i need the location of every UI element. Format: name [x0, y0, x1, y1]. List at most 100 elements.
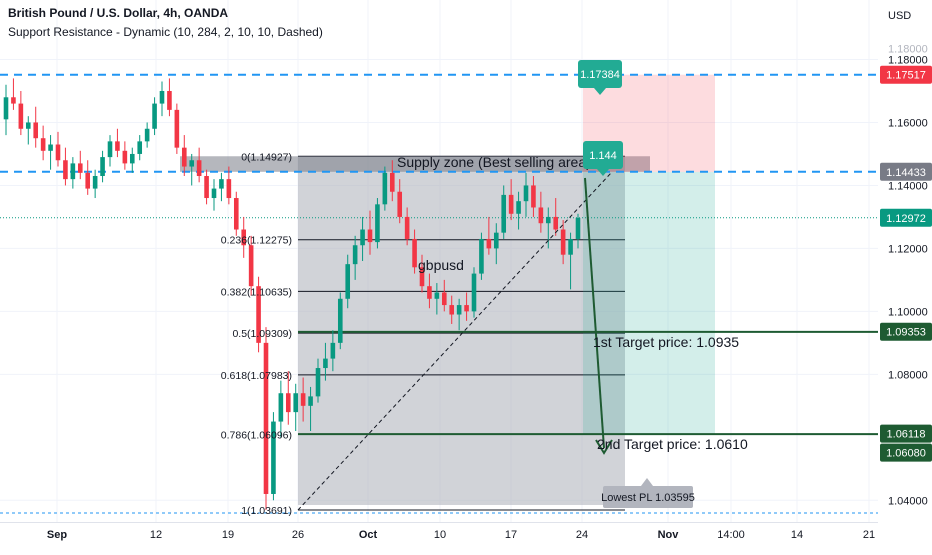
candle-60[interactable]: [449, 295, 455, 324]
candle-73[interactable]: [545, 207, 551, 249]
candle-body-74: [553, 216, 559, 230]
candle-24[interactable]: [181, 135, 187, 176]
candle-63[interactable]: [471, 267, 477, 318]
candle-33[interactable]: [248, 235, 254, 296]
candle-42[interactable]: [315, 358, 321, 403]
candle-6[interactable]: [48, 135, 53, 170]
candle-77[interactable]: [575, 213, 581, 249]
candle-53[interactable]: [397, 179, 403, 224]
candle-61[interactable]: [456, 298, 462, 331]
candle-28[interactable]: [211, 179, 217, 211]
candle-56[interactable]: [419, 254, 425, 293]
candle-34[interactable]: [256, 276, 261, 353]
candle-13[interactable]: [100, 150, 105, 183]
candle-17[interactable]: [129, 147, 135, 173]
price-label-4[interactable]: 1.06118: [880, 424, 932, 443]
forecast-arrow-line[interactable]: [584, 177, 605, 449]
candle-59[interactable]: [441, 279, 447, 312]
candle-30[interactable]: [226, 166, 232, 205]
candle-body-16: [122, 150, 128, 164]
candle-32[interactable]: [241, 216, 247, 258]
candle-21[interactable]: [159, 81, 165, 117]
candle-52[interactable]: [389, 160, 395, 202]
candle-26[interactable]: [196, 147, 202, 183]
supply-zone[interactable]: [180, 156, 650, 172]
candle-20[interactable]: [152, 97, 157, 136]
price-label-0[interactable]: 1.17517: [880, 65, 932, 84]
candle-65[interactable]: [486, 216, 492, 255]
candle-35[interactable]: [263, 327, 269, 511]
candle-body-77: [575, 217, 581, 239]
candle-5[interactable]: [40, 125, 46, 161]
indicator-legend[interactable]: Support Resistance - Dynamic (10, 284, 2…: [8, 25, 323, 39]
price-label-5[interactable]: 1.06080: [880, 443, 932, 462]
candle-47[interactable]: [352, 235, 358, 280]
candle-11[interactable]: [85, 160, 91, 195]
candle-body-14: [107, 141, 113, 158]
candle-3[interactable]: [25, 116, 31, 145]
candle-29[interactable]: [219, 172, 224, 202]
candle-0[interactable]: [3, 84, 9, 136]
candle-4[interactable]: [33, 106, 39, 148]
candle-44[interactable]: [330, 330, 336, 372]
candle-76[interactable]: [568, 232, 573, 290]
stop-price-badge[interactable]: 1.17384: [578, 60, 622, 88]
position-target-zone[interactable]: [583, 171, 715, 435]
candle-31[interactable]: [233, 191, 239, 236]
candle-39[interactable]: [293, 383, 299, 432]
candle-2[interactable]: [18, 90, 24, 136]
candle-1[interactable]: [11, 78, 16, 110]
candle-71[interactable]: [531, 175, 536, 217]
candle-25[interactable]: [189, 153, 195, 186]
candle-9[interactable]: [70, 157, 76, 189]
candle-27[interactable]: [204, 169, 209, 205]
candle-69[interactable]: [516, 191, 521, 230]
candle-23[interactable]: [174, 103, 180, 154]
candle-19[interactable]: [144, 122, 150, 148]
lowest-pl-badge[interactable]: Lowest PL 1.03595: [601, 486, 695, 508]
candle-37[interactable]: [278, 380, 284, 438]
candle-49[interactable]: [367, 210, 373, 255]
candle-46[interactable]: [345, 254, 351, 309]
candle-10[interactable]: [77, 150, 83, 180]
candle-74[interactable]: [553, 198, 559, 236]
candle-58[interactable]: [434, 283, 440, 315]
candle-70[interactable]: [523, 172, 529, 217]
candle-72[interactable]: [538, 191, 544, 233]
candle-36[interactable]: [271, 412, 276, 501]
candle-64[interactable]: [479, 232, 484, 280]
candle-15[interactable]: [115, 128, 120, 158]
candle-14[interactable]: [107, 135, 113, 167]
candle-18[interactable]: [137, 135, 143, 161]
fib-retracement-area[interactable]: [298, 156, 625, 506]
y-tick-1: 1.16000: [888, 117, 928, 129]
candle-8[interactable]: [63, 147, 68, 186]
candle-43[interactable]: [323, 342, 328, 381]
candle-22[interactable]: [167, 78, 172, 117]
price-label-3[interactable]: 1.09353: [880, 322, 932, 341]
candle-55[interactable]: [412, 229, 417, 274]
candle-40[interactable]: [300, 377, 306, 422]
candle-57[interactable]: [427, 273, 432, 309]
candle-12[interactable]: [92, 169, 98, 199]
candle-45[interactable]: [337, 292, 343, 350]
candle-68[interactable]: [508, 179, 514, 221]
price-label-2[interactable]: 1.12972: [880, 208, 932, 227]
candle-41[interactable]: [308, 386, 313, 432]
candle-51[interactable]: [382, 166, 388, 211]
candle-67[interactable]: [501, 185, 507, 239]
entry-price-badge[interactable]: 1.144: [583, 141, 623, 169]
candle-16[interactable]: [122, 141, 128, 170]
candle-50[interactable]: [375, 198, 380, 249]
price-label-1[interactable]: 1.14433: [880, 162, 932, 181]
y-tick-6: 1.04000: [888, 495, 928, 507]
candle-38[interactable]: [285, 371, 291, 425]
candle-66[interactable]: [493, 223, 499, 265]
candle-7[interactable]: [55, 131, 61, 167]
candle-54[interactable]: [404, 207, 410, 246]
candle-48[interactable]: [360, 216, 365, 261]
candle-62[interactable]: [464, 292, 469, 321]
candle-75[interactable]: [560, 220, 566, 265]
